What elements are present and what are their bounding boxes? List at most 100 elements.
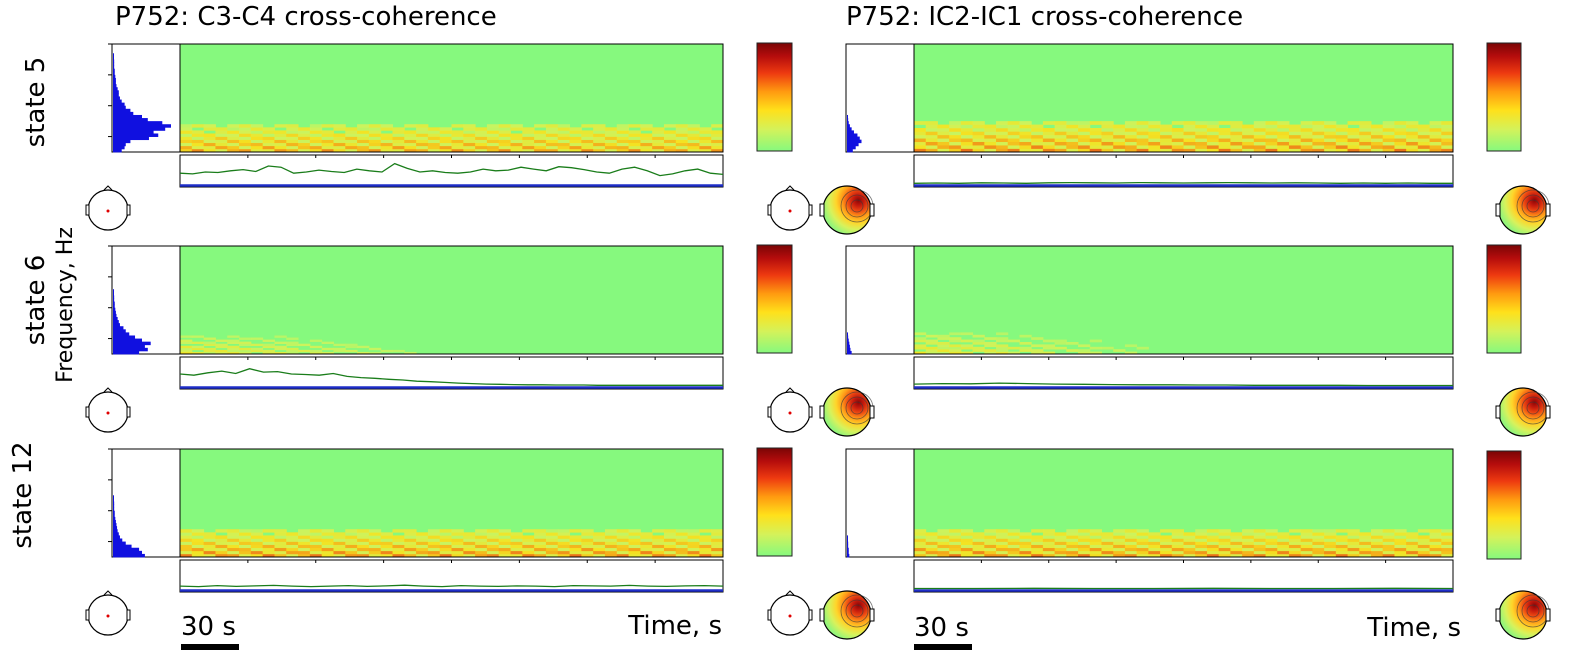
right-row2-heat-cell-45-8 [1441,529,1454,533]
left-row0-heat-cell-29-3 [522,139,535,144]
right-row0-heat-cell-6-3 [984,138,997,143]
left-row0-heat-cell-19-0 [404,148,417,153]
right-row1-heat-cell-3-1 [949,349,962,352]
left-row2-heat-cell-37-1 [616,550,630,555]
left-row2-heat-cell-28-2 [510,547,523,552]
left-row2-heat-cell-41-3 [663,544,677,549]
right-row0-heat-cell-30-4 [1265,134,1278,139]
left-row2-heat-cell-36-8 [604,529,618,533]
right-row2-heat-cell-32-1 [1288,550,1302,555]
left-row0-heat-cell-15-6 [357,130,370,134]
right-row2-heat-cell-4-0 [960,553,974,558]
right-row0-heat-cell-40-2 [1382,141,1395,146]
right-row2-heat-cell-19-6 [1136,535,1149,539]
left-row2-heat-cell-34-3 [581,544,594,549]
right-row0-heat-cell-31-8 [1277,121,1290,125]
left-row1-heat-cell-4-6 [227,339,240,342]
left-row0-heat-cell-16-8 [368,124,382,128]
right-row0-heat-cell-11-8 [1042,121,1056,125]
right-row2-heat-cell-27-1 [1230,550,1243,555]
right-row0-heat-cell-33-7 [1300,124,1313,129]
right-row2-heat-cell-39-6 [1370,535,1384,539]
right-row0-heat-cell-2-0 [937,148,950,153]
right-row0-heat-cell-38-0 [1359,148,1372,153]
left-row0-heat-cell-45-3 [711,139,724,144]
right-row2-heat-cell-24-7 [1195,532,1208,536]
left-row2-hist-bar-11 [113,519,116,524]
right-row1-heat-cell-1-0 [925,351,938,355]
left-row2-heat-cell-28-4 [510,541,523,545]
left-row2-colorbar [756,447,793,557]
left-row1-hist-bar-11 [113,316,118,321]
left-row2-heat-cell-11-1 [309,550,323,555]
left-row2-heat-cell-9-6 [286,535,299,539]
left-row2-heat-cell-33-5 [569,538,582,542]
right-row2-heat-cell-34-0 [1312,553,1325,558]
right-row0-heat-cell-23-5 [1183,131,1196,136]
right-row2-heat-cell-7-1 [996,550,1009,555]
left-row2-heat-cell-33-4 [569,541,582,545]
left-row2-heat-cell-9-3 [286,544,299,549]
right-row2-heat-cell-21-5 [1160,538,1173,542]
right-row1-heat-cell-2-0 [937,351,950,355]
left-row0-heat-cell-21-7 [427,127,441,131]
left-row0-heat-cell-24-6 [463,130,476,134]
right-row0-heat-cell-13-1 [1066,145,1079,149]
left-row0-heat-cell-6-2 [250,142,264,147]
left-row0-heat-cell-45-2 [711,142,724,147]
left-row2-heat-cell-1-7 [191,532,205,536]
left-row2-heat-cell-10-0 [298,553,311,558]
right-row2-heat-cell-45-3 [1441,544,1454,549]
right-row2-heat-cell-16-1 [1101,550,1114,555]
left-row0-heat-cell-36-3 [604,139,618,144]
left-row0-heat-cell-8-4 [274,136,287,140]
right-row0-heat-cell-45-8 [1441,121,1454,125]
left-row1-hist-bar-8 [113,326,124,330]
right-row2-heat-cell-42-6 [1406,535,1419,539]
left-row0-heat-cell-21-5 [427,133,441,137]
left-row2-heat-cell-24-5 [463,538,476,542]
right-row2-heat-cell-12-1 [1054,550,1067,555]
left-row0-heat-cell-40-7 [652,127,665,131]
left-row0-heat-cell-2-4 [203,136,216,140]
left-row2-heat-cell-24-1 [463,550,476,555]
left-row2-heat-cell-21-1 [427,550,441,555]
left-row1-hist-bar-3 [113,341,151,346]
right-row1-heat-cell-1-7 [925,334,938,338]
right-row2-heat-cell-20-2 [1148,547,1161,552]
right-row2-heat-cell-6-0 [984,553,997,558]
left-row2-heat-cell-37-5 [616,538,630,542]
right-row2-heat-cell-35-4 [1324,541,1337,545]
left-row0-heat-cell-17-2 [380,142,393,147]
right-row0-heat-cell-7-1 [996,145,1009,149]
right-row0-heat-cell-5-5 [972,131,985,136]
left-row0-heat-cell-35-6 [593,130,606,134]
right-row0-heat-cell-26-0 [1218,148,1231,153]
left-row2-heat-cell-38-2 [628,547,641,552]
right-row2-heat-cell-8-1 [1007,550,1020,555]
right-row0-heat-cell-15-4 [1089,134,1102,139]
left-row2-heat-cell-28-7 [510,532,523,536]
right-row2-heat-cell-5-2 [972,547,985,552]
left-row0-heat-cell-15-3 [357,139,370,144]
left-row0-heat-cell-41-1 [663,145,677,150]
right-row0-heat-cell-0-6 [914,128,927,132]
right-row2-heat-cell-22-8 [1171,529,1184,533]
left-row1-heat-cell-5-0 [239,351,252,355]
left-row0-heat-cell-8-6 [274,130,287,134]
right-row1-heat-cell-13-1 [1066,349,1079,352]
right-row2-heat-cell-3-2 [949,547,962,552]
right-row0-heat-cell-21-4 [1160,134,1173,139]
left-row1-hist-bar-15 [113,304,115,309]
right-row2-heat-cell-11-3 [1042,544,1056,549]
left-row0-heat-cell-29-4 [522,136,535,140]
left-row0-heat-cell-40-4 [652,136,665,140]
right-row0-heat-cell-15-5 [1089,131,1102,136]
left-row0-heat-cell-44-2 [699,142,712,147]
right-row0-heat-cell-20-7 [1148,124,1161,129]
left-row2-heat-cell-2-1 [203,550,216,555]
left-row2-heat-cell-43-3 [687,544,700,549]
left-row2-heat-cell-17-7 [380,532,393,536]
right-row2-heat-cell-18-2 [1124,547,1138,552]
right-row0-heat-cell-32-0 [1288,148,1302,153]
